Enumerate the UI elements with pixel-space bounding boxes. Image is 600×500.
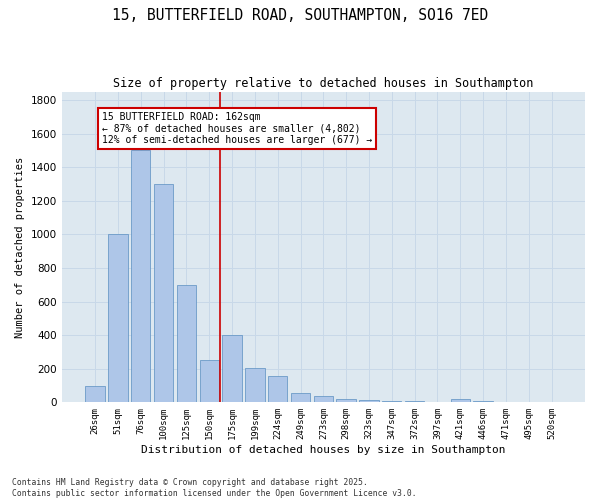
Bar — [85, 386, 105, 402]
Bar — [451, 399, 470, 402]
Title: Size of property relative to detached houses in Southampton: Size of property relative to detached ho… — [113, 78, 533, 90]
Bar — [359, 400, 379, 402]
X-axis label: Distribution of detached houses by size in Southampton: Distribution of detached houses by size … — [141, 445, 506, 455]
Text: Contains HM Land Registry data © Crown copyright and database right 2025.
Contai: Contains HM Land Registry data © Crown c… — [12, 478, 416, 498]
Bar — [131, 150, 151, 402]
Bar — [154, 184, 173, 402]
Bar — [337, 399, 356, 402]
Bar — [291, 393, 310, 402]
Bar — [108, 234, 128, 402]
Bar — [223, 335, 242, 402]
Text: 15, BUTTERFIELD ROAD, SOUTHAMPTON, SO16 7ED: 15, BUTTERFIELD ROAD, SOUTHAMPTON, SO16 … — [112, 8, 488, 22]
Y-axis label: Number of detached properties: Number of detached properties — [15, 156, 25, 338]
Bar — [382, 400, 401, 402]
Bar — [314, 396, 333, 402]
Bar — [200, 360, 219, 403]
Bar — [177, 285, 196, 403]
Bar — [245, 368, 265, 402]
Bar — [268, 376, 287, 402]
Text: 15 BUTTERFIELD ROAD: 162sqm
← 87% of detached houses are smaller (4,802)
12% of : 15 BUTTERFIELD ROAD: 162sqm ← 87% of det… — [102, 112, 372, 145]
